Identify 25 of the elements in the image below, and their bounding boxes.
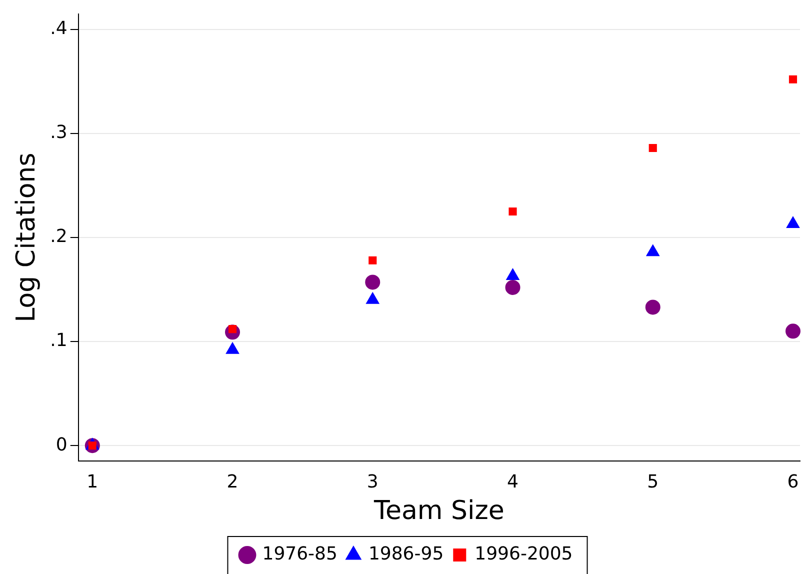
y-tick-label: .3: [50, 122, 68, 144]
point: [785, 324, 800, 339]
legend-label: 1976-85: [262, 544, 338, 565]
x-tick-label: 1: [86, 472, 98, 493]
x-tick-label: 3: [366, 472, 378, 493]
point: [368, 256, 377, 264]
point: [788, 75, 798, 84]
y-axis-title: Log Citations: [11, 152, 42, 322]
x-tick-label: 4: [507, 472, 518, 493]
point: [645, 300, 660, 315]
x-axis-title: Team Size: [373, 496, 504, 526]
point: [365, 274, 380, 290]
x-tick-label: 6: [787, 472, 799, 493]
x-tick-label: 2: [226, 472, 238, 493]
legend-label: 1986-95: [368, 544, 444, 565]
y-tick-label: 0: [56, 434, 68, 456]
legend-label: 1996-2005: [474, 544, 573, 565]
point: [646, 244, 660, 256]
point: [505, 280, 520, 295]
x-tick-label: 5: [647, 472, 659, 493]
y-tick-label: .1: [50, 330, 68, 352]
point: [648, 144, 657, 152]
y-tick-label: .2: [50, 226, 68, 248]
y-tick-label: .4: [50, 18, 68, 40]
point: [508, 207, 517, 216]
